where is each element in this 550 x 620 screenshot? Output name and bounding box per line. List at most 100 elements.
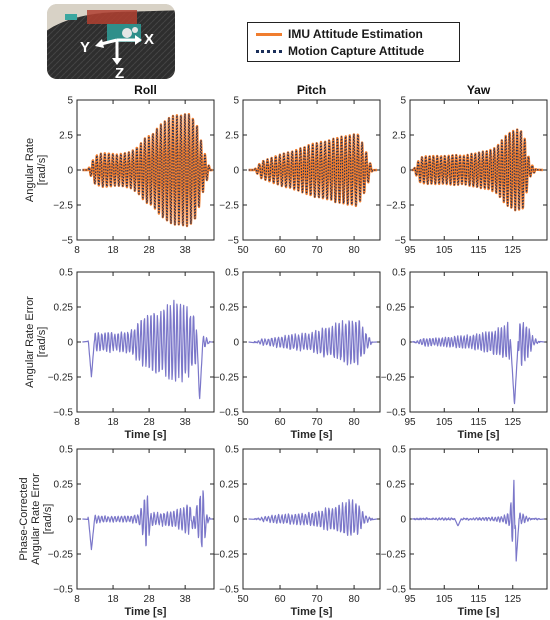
axes-box-phase-corrected-error-yaw [409, 448, 548, 590]
x-tick-label-angular-rate-roll: 28 [144, 245, 156, 256]
x-tick-label-angular-rate-error-pitch: 50 [237, 417, 249, 428]
x-tick-label-angular-rate-error-roll: 8 [74, 417, 80, 428]
y-tick-label-angular-rate-pitch: −5 [228, 236, 240, 247]
x-tick-label-angular-rate-pitch: 60 [274, 245, 286, 256]
x-tick-label-angular-rate-error-roll: 18 [107, 417, 119, 428]
x-tick-label-phase-corrected-error-roll: 28 [144, 594, 156, 605]
y-axis-label-phase-corrected-error-roll: [rad/s] [42, 504, 54, 535]
y-tick-label-angular-rate-error-yaw: 0 [400, 338, 406, 349]
y-axis-label-angular-rate-error-roll: Angular Rate Error [24, 296, 36, 388]
x-tick-label-angular-rate-pitch: 50 [237, 245, 249, 256]
x-tick-label-angular-rate-error-pitch: 60 [274, 417, 286, 428]
y-tick-label-angular-rate-yaw: 0 [400, 166, 406, 177]
chart-title-angular-rate-pitch: Pitch [297, 83, 326, 97]
chart-title-angular-rate-roll: Roll [134, 83, 157, 97]
axes-box-phase-corrected-error-pitch [242, 448, 381, 590]
y-tick-label-phase-corrected-error-pitch: 0.25 [220, 480, 240, 491]
legend-item-mocap: Motion Capture Attitude [256, 43, 424, 59]
x-axis-label-angular-rate-error-pitch: Time [s] [291, 429, 333, 441]
x-tick-label-angular-rate-yaw: 125 [504, 245, 521, 256]
series-line-motion-capture-attitude-angular-rate-roll [82, 113, 213, 227]
x-tick-label-angular-rate-error-roll: 28 [144, 417, 156, 428]
y-tick-label-angular-rate-roll: 2.5 [59, 131, 73, 142]
y-axis-label-phase-corrected-error-roll: Angular Rate Error [30, 473, 42, 565]
x-tick-label-phase-corrected-error-roll: 18 [107, 594, 119, 605]
y-tick-label-phase-corrected-error-roll: −0.25 [48, 550, 74, 561]
x-tick-label-angular-rate-error-yaw: 105 [436, 417, 453, 428]
x-axis-label-phase-corrected-error-pitch: Time [s] [291, 606, 333, 618]
legend-label-mocap: Motion Capture Attitude [288, 44, 425, 58]
series-line-error-phase-corrected-error-pitch [248, 499, 378, 536]
x-tick-label-angular-rate-error-yaw: 95 [404, 417, 416, 428]
legend-swatch-imu [256, 32, 282, 36]
x-axis-label-phase-corrected-error-roll: Time [s] [125, 606, 167, 618]
legend-label-imu: IMU Attitude Estimation [288, 27, 423, 41]
y-tick-label-angular-rate-error-yaw: 0.5 [392, 268, 406, 279]
y-tick-label-phase-corrected-error-pitch: −0.25 [214, 550, 240, 561]
x-tick-label-phase-corrected-error-yaw: 105 [436, 594, 453, 605]
legend-item-imu: IMU Attitude Estimation [256, 26, 423, 42]
x-tick-label-phase-corrected-error-yaw: 115 [471, 594, 487, 605]
y-tick-label-angular-rate-error-yaw: −0.25 [381, 373, 407, 384]
x-tick-label-angular-rate-error-yaw: 125 [504, 417, 521, 428]
x-tick-label-phase-corrected-error-pitch: 60 [274, 594, 286, 605]
x-tick-label-angular-rate-pitch: 70 [311, 245, 323, 256]
y-tick-label-angular-rate-error-pitch: 0 [233, 338, 239, 349]
y-tick-label-angular-rate-yaw: −5 [395, 236, 407, 247]
y-tick-label-angular-rate-error-yaw: 0.25 [387, 303, 407, 314]
y-tick-label-angular-rate-error-pitch: −0.25 [214, 373, 240, 384]
axes-box-angular-rate-error-yaw [409, 271, 548, 413]
y-tick-label-phase-corrected-error-roll: 0.5 [59, 445, 73, 456]
x-tick-label-phase-corrected-error-yaw: 95 [404, 594, 416, 605]
y-tick-label-angular-rate-error-roll: 0 [67, 338, 73, 349]
y-tick-label-angular-rate-roll: 0 [67, 166, 73, 177]
x-tick-label-angular-rate-yaw: 105 [436, 245, 453, 256]
y-tick-label-phase-corrected-error-pitch: 0.5 [225, 445, 239, 456]
series-line-error-angular-rate-error-roll [82, 299, 213, 400]
y-tick-label-angular-rate-pitch: 0 [233, 166, 239, 177]
x-tick-label-angular-rate-error-pitch: 70 [311, 417, 323, 428]
x-tick-label-angular-rate-roll: 8 [74, 245, 80, 256]
y-tick-label-angular-rate-error-pitch: 0.5 [225, 268, 239, 279]
x-tick-label-angular-rate-yaw: 115 [471, 245, 487, 256]
y-tick-label-angular-rate-pitch: −2.5 [219, 201, 239, 212]
y-tick-label-angular-rate-pitch: 5 [233, 96, 239, 107]
y-axis-label-angular-rate-roll: [rad/s] [36, 155, 48, 186]
photo-axis-z: Z [115, 65, 124, 79]
y-axis-label-phase-corrected-error-roll: Phase-Corrected [18, 477, 30, 560]
axes-box-angular-rate-yaw [409, 99, 548, 241]
series-line-motion-capture-attitude-angular-rate-yaw [411, 129, 543, 211]
y-tick-label-angular-rate-yaw: 2.5 [392, 131, 406, 142]
series-line-error-angular-rate-error-yaw [411, 321, 545, 405]
y-tick-label-phase-corrected-error-roll: −0.5 [53, 585, 73, 596]
series-line-imu-attitude-estimation-angular-rate-yaw [411, 128, 543, 212]
y-axis-label-angular-rate-roll: Angular Rate [24, 138, 36, 202]
y-tick-label-angular-rate-error-pitch: 0.25 [220, 303, 240, 314]
series-line-error-phase-corrected-error-roll [82, 490, 213, 551]
y-tick-label-angular-rate-yaw: 5 [400, 96, 406, 107]
board-photo-svg: X Y Z [47, 4, 175, 79]
series-line-imu-attitude-estimation-angular-rate-roll [82, 113, 213, 228]
x-tick-label-angular-rate-yaw: 95 [404, 245, 416, 256]
series-line-error-angular-rate-error-pitch [248, 320, 378, 366]
x-tick-label-phase-corrected-error-roll: 38 [180, 594, 192, 605]
y-tick-label-phase-corrected-error-yaw: 0 [400, 515, 406, 526]
y-tick-label-phase-corrected-error-yaw: −0.25 [381, 550, 407, 561]
y-axis-label-angular-rate-error-roll: [rad/s] [36, 327, 48, 358]
y-tick-label-angular-rate-error-roll: −0.5 [53, 408, 73, 419]
x-tick-label-angular-rate-error-yaw: 115 [471, 417, 487, 428]
legend-swatch-mocap [256, 49, 282, 53]
axes-box-angular-rate-roll [76, 99, 215, 241]
x-tick-label-angular-rate-error-roll: 38 [180, 417, 192, 428]
series-line-imu-attitude-estimation-angular-rate-pitch [248, 133, 378, 208]
x-axis-label-angular-rate-error-yaw: Time [s] [458, 429, 500, 441]
y-tick-label-angular-rate-error-yaw: −0.5 [386, 408, 406, 419]
chart-title-angular-rate-yaw: Yaw [467, 83, 491, 97]
series-line-error-phase-corrected-error-yaw [411, 479, 545, 562]
photo-axis-x: X [144, 31, 154, 48]
axes-box-angular-rate-error-roll [76, 271, 215, 413]
photo-axis-y: Y [80, 39, 90, 56]
y-tick-label-angular-rate-error-roll: 0.25 [54, 303, 74, 314]
axes-box-phase-corrected-error-roll [76, 448, 215, 590]
y-tick-label-phase-corrected-error-pitch: −0.5 [219, 585, 239, 596]
